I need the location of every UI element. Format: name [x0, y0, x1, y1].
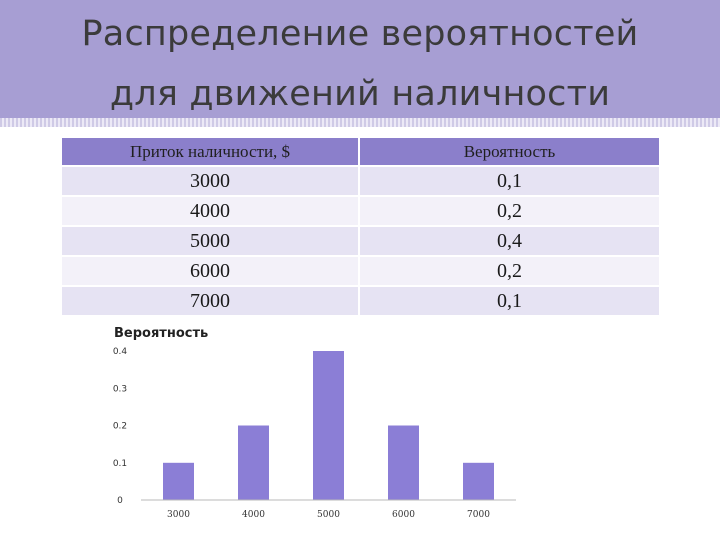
y-axis-title: Вероятность [114, 326, 208, 341]
column-header-probability: Вероятность [359, 138, 659, 166]
table-row: 7000 0,1 [62, 285, 659, 315]
slide-title-line-1: Распределение вероятностей [81, 14, 639, 54]
y-tick-label: 0.2 [113, 422, 127, 432]
cash-inflow-cell: 7000 [62, 285, 360, 315]
x-tick-label: 3000 [167, 510, 190, 520]
y-tick-label: 0.1 [113, 459, 127, 469]
bar-3000 [163, 462, 194, 501]
probability-table: Приток наличности, $ Вероятность 3000 0,… [62, 138, 659, 315]
cash-inflow-cell: 3000 [62, 165, 360, 196]
probability-cell: 0,2 [359, 255, 659, 286]
table-row: 4000 0,2 [62, 195, 659, 226]
x-tick-label: 7000 [467, 510, 490, 520]
probability-cell: 0,4 [359, 225, 659, 256]
bar-6000 [388, 425, 419, 500]
y-tick-label: 0.4 [113, 347, 128, 357]
x-tick-label: 5000 [317, 510, 340, 520]
cash-inflow-cell: 4000 [62, 195, 360, 226]
probability-cell: 0,2 [359, 195, 659, 226]
slide-title-line-2: для движений наличности [109, 74, 611, 114]
table-row: 6000 0,2 [62, 255, 659, 286]
bar-5000 [313, 351, 344, 500]
x-tick-label: 6000 [392, 510, 415, 520]
table-row: 5000 0,4 [62, 225, 659, 256]
table-header-row: Приток наличности, $ Вероятность [62, 138, 659, 166]
bar-7000 [463, 462, 494, 501]
bar-4000 [238, 425, 269, 500]
x-tick-label: 4000 [242, 510, 265, 520]
probability-cell: 0,1 [359, 165, 659, 196]
header-band [0, 0, 720, 118]
column-header-cash-inflow: Приток наличности, $ [62, 138, 360, 166]
cash-inflow-cell: 6000 [62, 255, 360, 286]
header-divider [0, 118, 720, 127]
cash-inflow-cell: 5000 [62, 225, 360, 256]
y-tick-label: 0 [117, 496, 123, 506]
probability-cell: 0,1 [359, 285, 659, 315]
y-tick-label: 0.3 [113, 384, 127, 394]
table-row: 3000 0,1 [62, 165, 659, 196]
